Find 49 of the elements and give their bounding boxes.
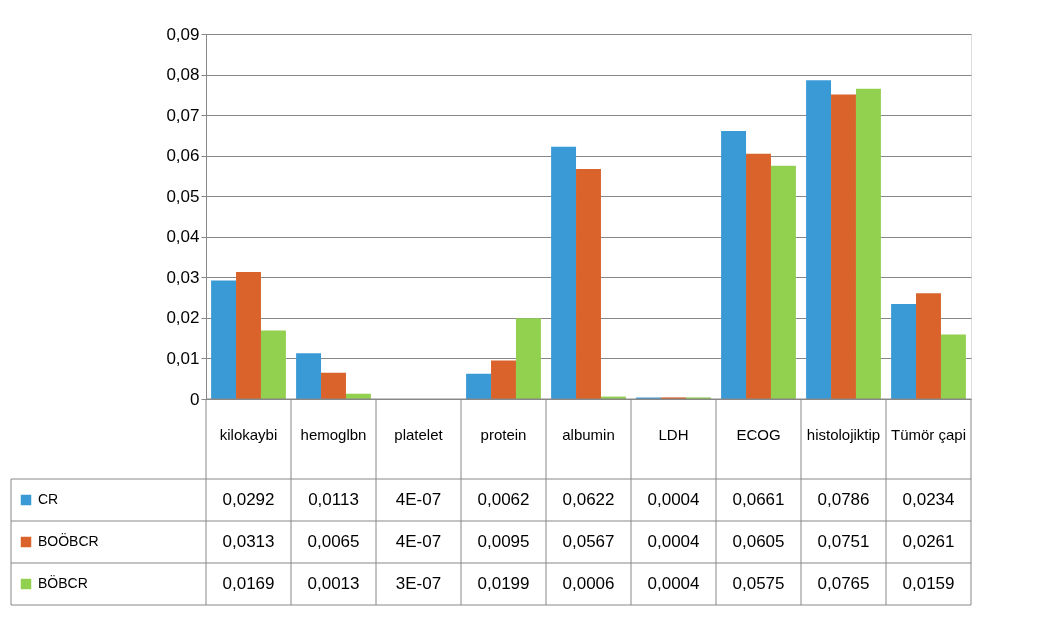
data-label: 0,0313 [222,532,275,551]
y-tick-label: 0,03 [166,267,200,287]
y-tick-label: 0,06 [166,146,200,166]
data-label: 0,0062 [477,490,530,509]
data-label: 0,0004 [647,532,700,551]
data-label: 0,0234 [902,490,955,509]
data-label: 0,0661 [732,490,785,509]
data-label: 0,0095 [477,532,530,551]
x-tick-label: ECOG [736,425,781,443]
data-label: 0,0786 [817,490,870,509]
data-label: 0,0006 [562,574,615,593]
data-label: 0,0575 [732,574,785,593]
x-tick-label: Tümör çapi [890,425,967,443]
data-label: 0,0159 [902,574,955,593]
data-label: 0,0065 [307,532,360,551]
data-label: 0,0113 [308,490,359,509]
data-label: 0,0004 [647,574,700,593]
y-tick-label: 0 [190,389,200,409]
data-label: 0,0292 [222,490,275,509]
data-label: 3E-07 [395,574,442,593]
data-label: 0,0261 [902,532,955,551]
legend-label: BOÖBCR [38,532,99,549]
x-tick-label: LDH [658,425,689,443]
data-label: 0,0622 [562,490,615,509]
legend-label: BÖBCR [38,574,88,591]
data-label: 0,0567 [562,532,615,551]
x-tick-label: histolojiktip [806,425,881,443]
y-tick-label: 0,01 [166,348,200,368]
data-label: 0,0605 [732,532,785,551]
data-label: 0,0169 [222,574,275,593]
x-tick-label: albumin [562,425,615,443]
data-label: 4E-07 [395,490,442,509]
x-tick-label: platelet [394,425,444,443]
x-tick-label: kilokaybi [219,425,278,443]
x-tick-label: protein [480,425,527,443]
data-label: 0,0004 [647,490,700,509]
data-label: 0,0013 [307,574,360,593]
legend-label: CR [38,491,59,507]
y-tick-label: 0,08 [166,65,200,85]
y-tick-label: 0,05 [166,186,200,206]
data-label: 0,0751 [817,532,870,551]
data-label: 0,0765 [817,574,870,593]
y-tick-label: 0,09 [166,24,200,44]
data-label: 4E-07 [395,532,442,551]
y-tick-label: 0,07 [166,105,200,125]
y-tick-label: 0,02 [166,308,200,328]
x-tick-label: hemoglbn [300,425,367,443]
data-label: 0,0199 [477,574,530,593]
y-tick-label: 0,04 [166,227,200,247]
